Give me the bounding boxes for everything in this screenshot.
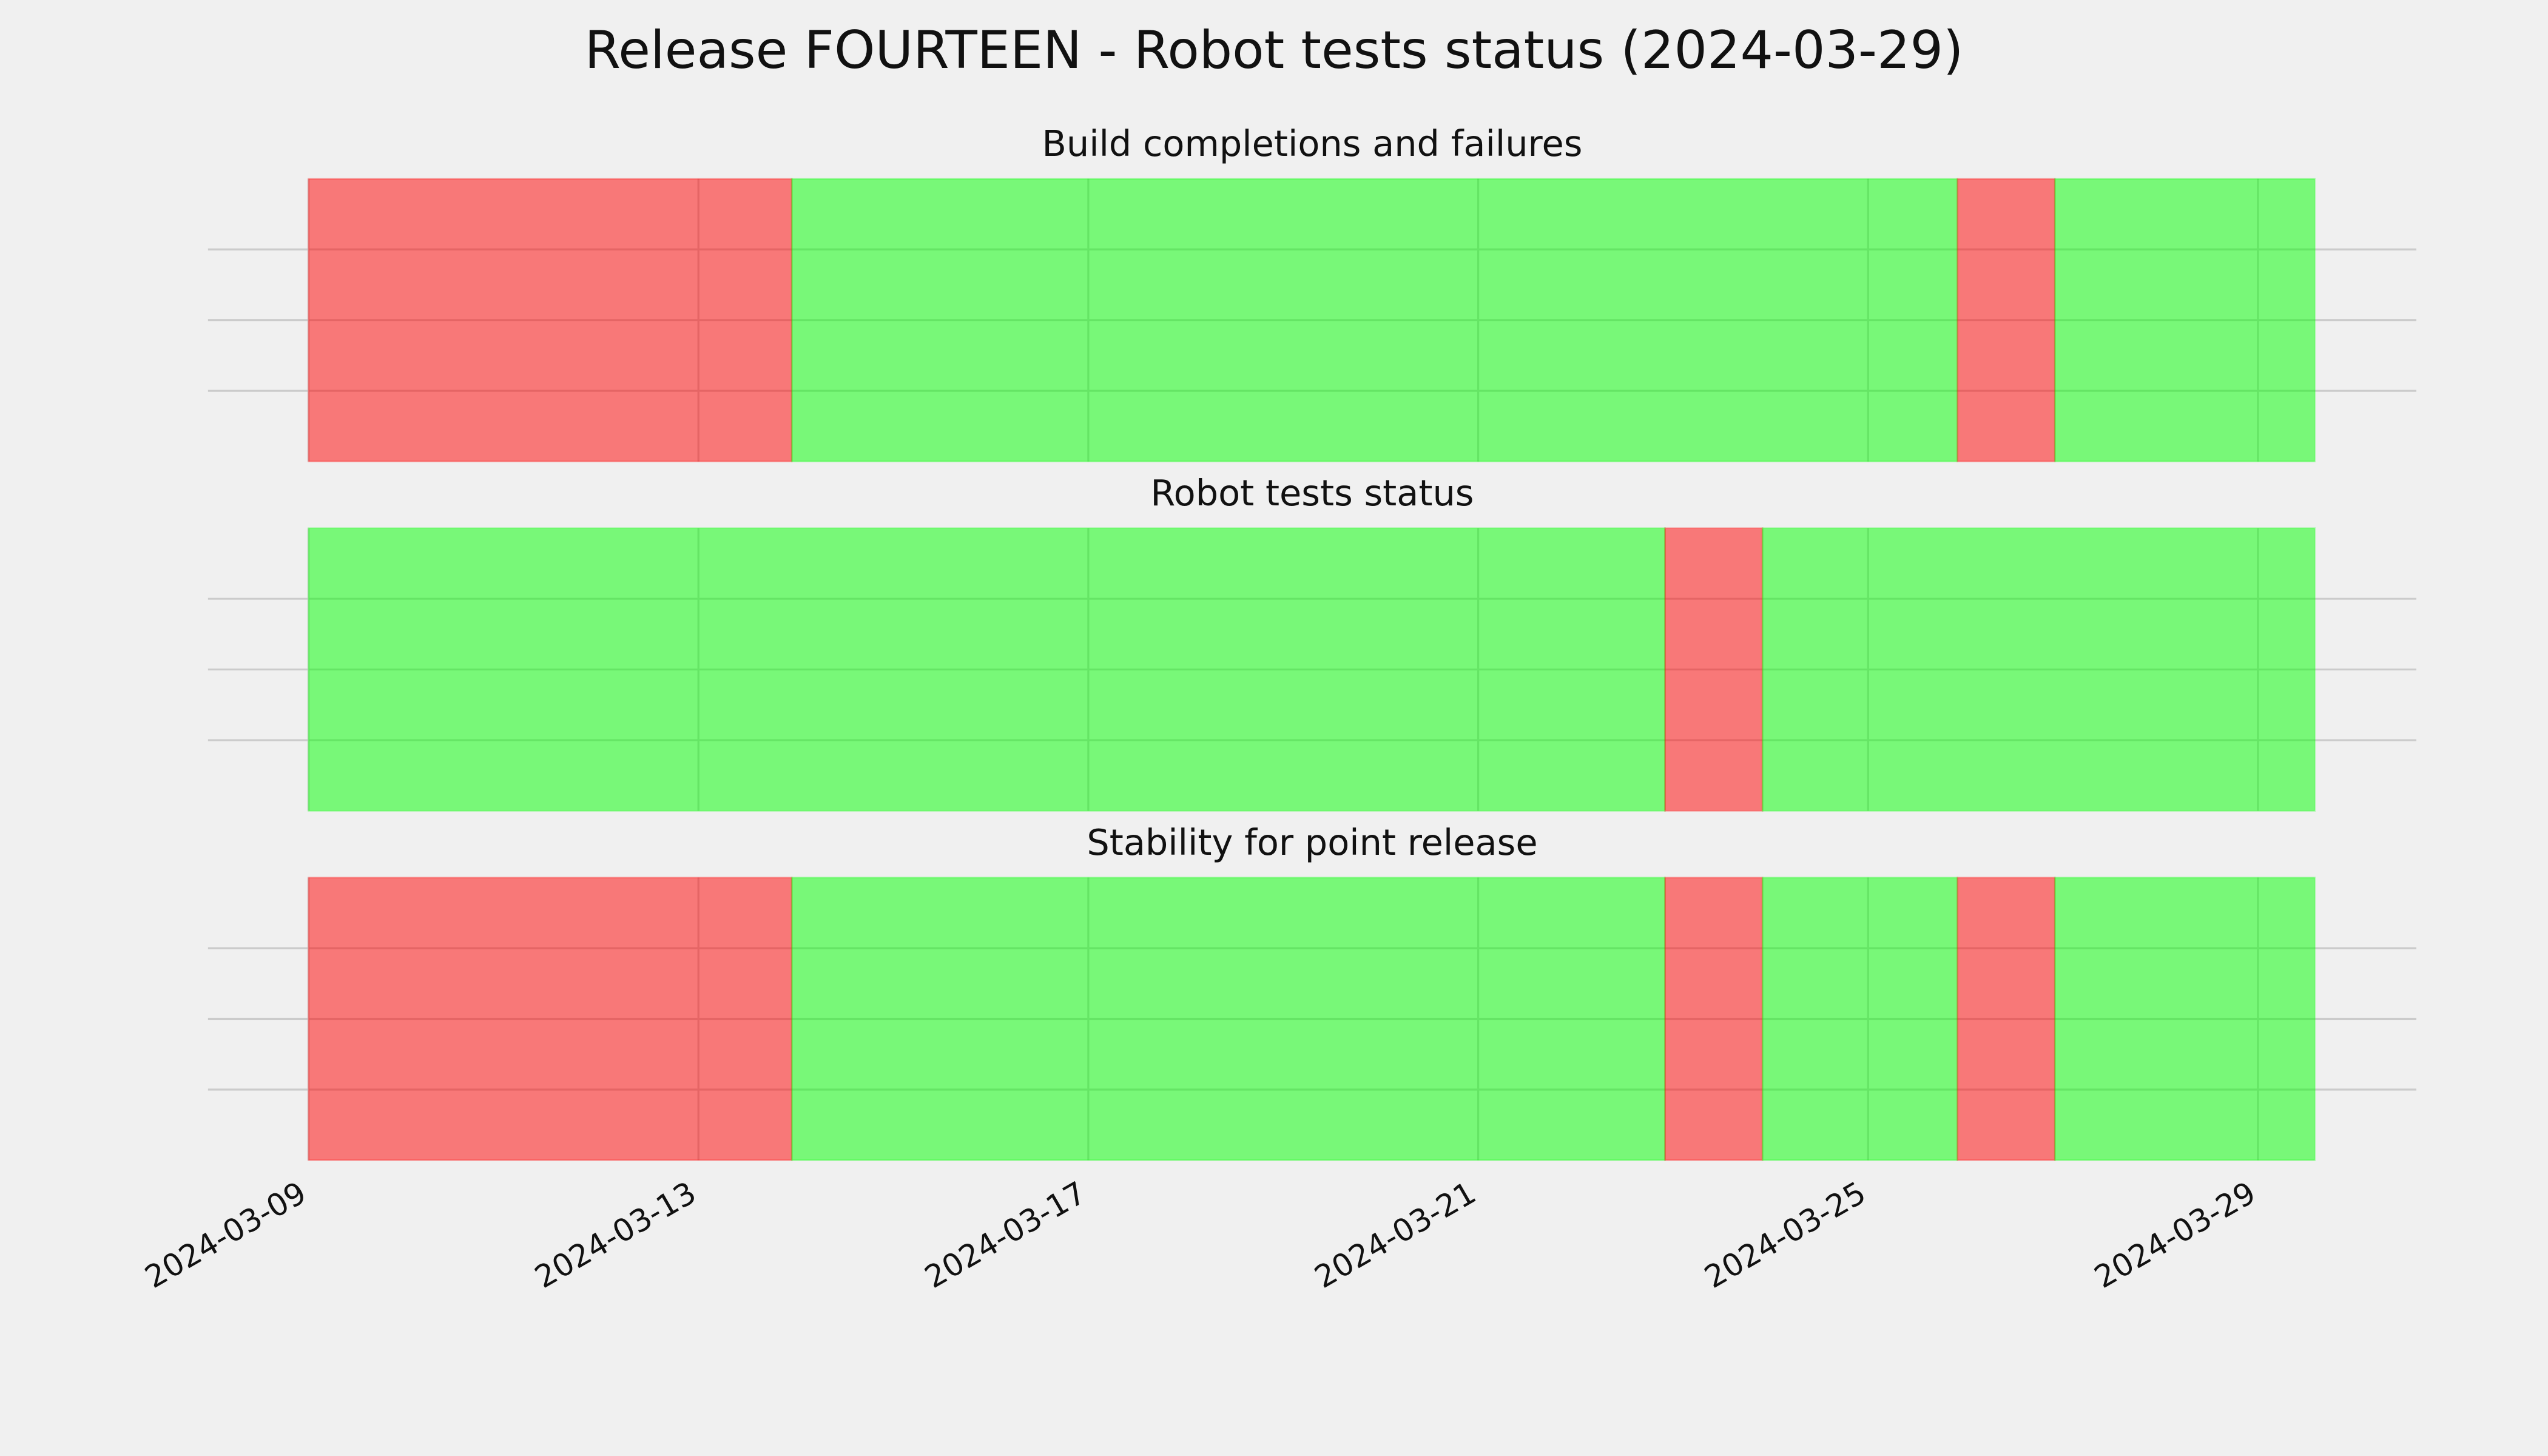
status-segment (790, 178, 1958, 463)
status-segment (2054, 178, 2316, 463)
status-segment (790, 877, 1666, 1161)
status-segment (1956, 877, 2056, 1161)
chart-title: Release FOURTEEN - Robot tests status (2… (585, 20, 1964, 81)
panel-title: Build completions and failures (1042, 123, 1582, 164)
status-segment (1664, 527, 1764, 812)
status-segment (2054, 877, 2316, 1161)
status-segment (308, 178, 793, 463)
panel-title: Stability for point release (1087, 821, 1537, 863)
status-segment (308, 877, 793, 1161)
status-segment (1761, 877, 1958, 1161)
status-segment (308, 527, 1666, 812)
status-segment (1761, 527, 2316, 812)
status-segment (1956, 178, 2056, 463)
panel-title: Robot tests status (1150, 472, 1474, 514)
status-segment (1664, 877, 1764, 1161)
